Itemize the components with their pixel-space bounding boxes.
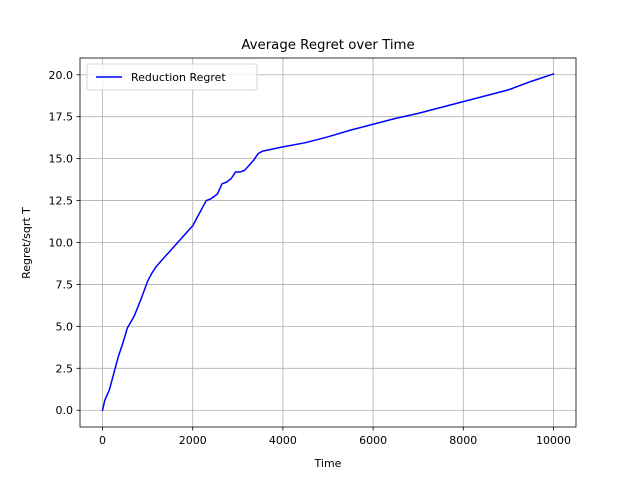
legend-label: Reduction Regret: [131, 71, 226, 84]
series-layer: [101, 72, 555, 412]
x-axis-label: Time: [314, 457, 342, 470]
y-tick-label: 7.5: [56, 278, 74, 291]
series-line-0: [101, 72, 555, 412]
chart-title: Average Regret over Time: [241, 38, 414, 53]
grid-lines: [80, 58, 576, 427]
x-tick-label: 2000: [179, 434, 207, 447]
y-tick-label: 17.5: [49, 111, 74, 124]
y-tick-label: 20.0: [49, 69, 74, 82]
legend: Reduction Regret: [86, 63, 258, 91]
x-tick-label: 4000: [269, 434, 297, 447]
y-tick-label: 10.0: [49, 237, 74, 250]
y-axis-label: Regret/sqrt T: [20, 207, 33, 279]
x-tick-label: 10000: [536, 434, 571, 447]
y-tick-label: 2.5: [56, 362, 74, 375]
y-tick-label: 5.0: [56, 320, 74, 333]
y-tick-label: 15.0: [49, 153, 74, 166]
x-tick-label: 8000: [449, 434, 477, 447]
y-tick-label: 12.5: [49, 195, 74, 208]
y-tick-label: 0.0: [56, 404, 74, 417]
x-tick-label: 6000: [359, 434, 387, 447]
ticks: 0 2000 4000 6000 8000 10000 0.0 2.5 5.0 7.5 10.0 12…: [49, 69, 571, 447]
x-tick-label: 0: [99, 434, 106, 447]
legend-box: [86, 63, 258, 91]
